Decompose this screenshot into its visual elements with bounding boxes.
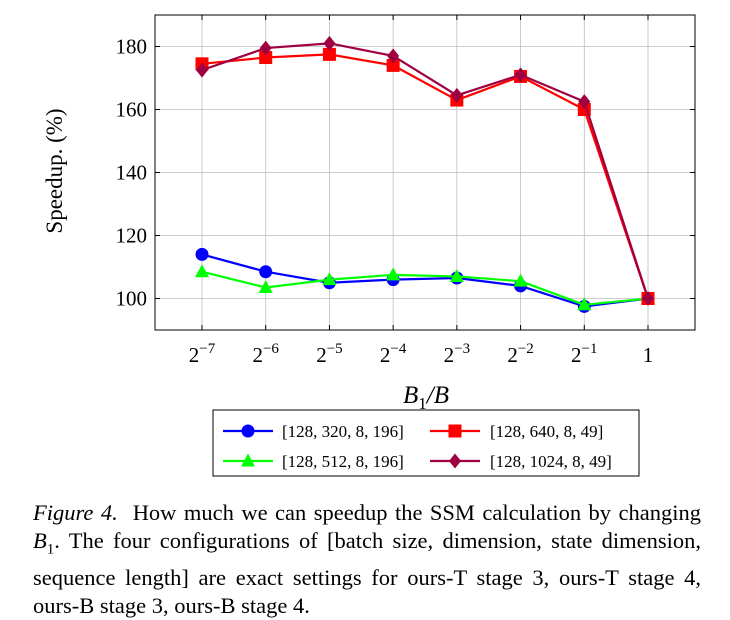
x-tick-label: 2−5	[316, 341, 342, 367]
legend-marker	[241, 453, 255, 467]
legend-entry: [128, 640, 8, 49]	[430, 422, 603, 441]
data-point	[259, 265, 273, 279]
figure-caption: Figure 4. How much we can speedup the SS…	[33, 499, 701, 620]
x-tick-label: 2−2	[507, 341, 533, 367]
data-point	[513, 273, 528, 287]
grid-lines	[155, 15, 695, 330]
legend-marker	[241, 424, 255, 438]
series-layer	[195, 35, 655, 313]
legend-marker	[448, 424, 462, 438]
y-tick-label: 140	[116, 161, 148, 185]
data-point	[386, 267, 401, 281]
x-tick-label: 2−6	[252, 341, 279, 367]
caption-text-after: . The four configurations of [batch size…	[33, 528, 701, 618]
x-tick-label: 2−3	[444, 341, 470, 367]
x-tick-label: 1	[643, 343, 654, 367]
x-tick-label: 2−4	[380, 341, 407, 367]
data-point	[322, 47, 336, 61]
data-point	[387, 48, 400, 64]
legend-entry: [128, 1024, 8, 49]	[430, 452, 612, 471]
y-tick-label: 120	[116, 224, 148, 248]
series-line	[201, 253, 649, 308]
data-point	[514, 67, 527, 83]
speedup-chart: 100 120 140 160 180 2−7 2−6 2−5 2−4 2−3 2−2 2−1 1 Sp…	[42, 14, 696, 477]
data-point	[259, 40, 272, 56]
series-line	[201, 42, 650, 299]
caption-math-sub: 1	[46, 541, 55, 558]
caption-math-base: B	[33, 528, 47, 553]
y-tick-label: 180	[116, 35, 148, 59]
x-axis-label: B1/B	[403, 382, 449, 413]
x-axis-label-rest: /B	[425, 382, 449, 409]
legend-entry: [128, 320, 8, 196]	[223, 422, 404, 441]
data-point	[323, 35, 336, 51]
caption-figure-label: Figure 4.	[33, 500, 118, 525]
data-point	[322, 272, 337, 286]
data-point	[577, 297, 592, 311]
data-point	[386, 58, 400, 72]
data-point	[196, 62, 208, 78]
x-axis-label-sub: 1	[418, 394, 427, 413]
series-line	[201, 53, 650, 299]
series-diamond	[196, 35, 654, 306]
x-tick-label: 2−7	[189, 341, 216, 367]
y-axis-label: Speedup. (%)	[42, 108, 67, 233]
data-point	[195, 247, 209, 261]
y-tick-label: 100	[116, 287, 148, 311]
legend-entry: [128, 512, 8, 196]	[223, 452, 404, 471]
legend-box	[212, 409, 640, 477]
series-line	[201, 270, 649, 306]
data-point	[259, 51, 273, 65]
data-point	[258, 279, 273, 293]
data-point	[578, 94, 591, 110]
data-point	[195, 264, 209, 278]
legend-label: [128, 512, 8, 196]	[282, 452, 404, 471]
axis-ticks: 100 120 140 160 180 2−7 2−6 2−5 2−4 2−3 2−2 2−1 1	[116, 15, 695, 367]
x-tick-label: 2−1	[571, 341, 597, 367]
data-point	[642, 291, 654, 306]
legend: [128, 320, 8, 196] [128, 640, 8, 49] [128,…	[212, 409, 640, 477]
caption-text-before: How much we can speedup the SSM calculat…	[132, 500, 702, 525]
x-axis-label-base: B	[403, 382, 418, 409]
legend-label: [128, 1024, 8, 49]	[490, 452, 612, 471]
data-point	[450, 87, 463, 103]
legend-marker	[449, 453, 461, 469]
data-point	[449, 268, 464, 282]
legend-label: [128, 640, 8, 49]	[490, 422, 603, 441]
y-tick-label: 160	[116, 98, 148, 122]
legend-label: [128, 320, 8, 196]	[282, 422, 404, 441]
